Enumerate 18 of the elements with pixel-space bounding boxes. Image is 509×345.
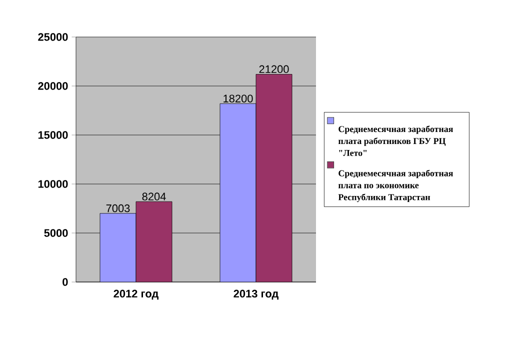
y-tick-label: 10000 — [38, 180, 68, 188]
y-tick-label: 15000 — [38, 131, 68, 139]
y-tick-label: 20000 — [38, 82, 68, 90]
bar — [220, 103, 256, 282]
data-label: 18200 — [224, 94, 253, 102]
legend-label: Среднемесячная заработная плата работников ГБУ РЦ "Лето" — [338, 126, 453, 156]
y-tick-label: 0 — [62, 278, 68, 286]
x-tick-label: 2013 год — [234, 290, 278, 300]
bar — [100, 213, 136, 282]
data-label: 21200 — [259, 65, 289, 74]
legend-label: Среднемесячная заработная плата по экономике Республики Татарстан — [338, 170, 453, 202]
data-label: 7003 — [106, 204, 130, 212]
bar — [136, 201, 172, 282]
y-tick-label: 5000 — [44, 229, 68, 237]
x-tick-label: 2012 год — [114, 290, 158, 300]
y-tick-label: 25000 — [38, 33, 68, 41]
data-label: 8204 — [142, 192, 166, 200]
bar — [256, 74, 292, 282]
